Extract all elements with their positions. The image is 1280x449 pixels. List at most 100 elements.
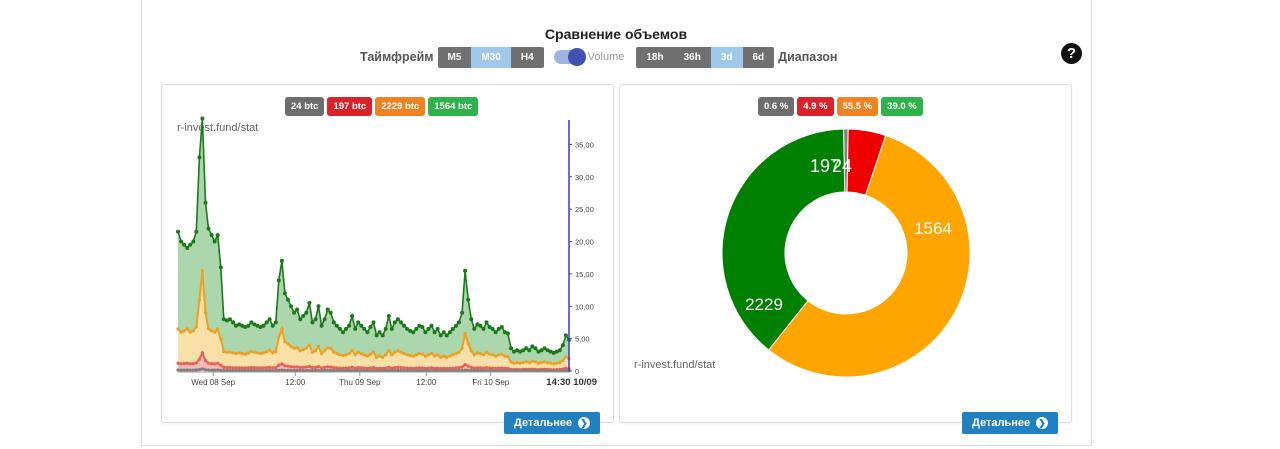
data-point	[359, 369, 363, 373]
y-tick-label: 20,00	[575, 238, 594, 247]
data-point	[316, 368, 321, 372]
watermark: r-invest.fund/stat	[177, 122, 259, 134]
range-6d-button[interactable]: 6d	[742, 46, 775, 68]
badge-red: 197 btc	[327, 97, 373, 116]
data-point	[182, 362, 186, 366]
data-point	[323, 349, 327, 353]
data-point	[509, 360, 513, 364]
data-point	[237, 322, 242, 327]
volume-toggle[interactable]	[553, 48, 586, 66]
data-point	[249, 350, 253, 354]
data-point	[347, 351, 351, 356]
x-tick-label: 12:00	[416, 378, 437, 387]
x-tick-label: Wed 08 Sep	[191, 378, 235, 387]
data-point	[249, 366, 253, 370]
data-point	[200, 351, 204, 355]
question-circle-icon[interactable]: ?	[1061, 43, 1082, 64]
donut-chart: 197 2229 1564 24	[721, 128, 971, 378]
range-3d-button[interactable]: 3d	[710, 46, 743, 68]
data-point	[234, 351, 238, 356]
data-point	[243, 325, 248, 329]
data-point	[264, 320, 269, 325]
data-point	[341, 366, 345, 370]
details-button[interactable]: Детальнее ❯	[962, 412, 1059, 434]
data-point	[350, 365, 354, 369]
data-point	[481, 369, 486, 373]
y-tick-label: 10,00	[575, 302, 594, 311]
data-point	[381, 355, 385, 359]
data-point	[176, 229, 180, 234]
data-point	[231, 366, 235, 370]
data-point	[218, 265, 223, 270]
slice-label: 24	[832, 156, 852, 176]
data-point	[496, 326, 501, 331]
data-point	[353, 326, 358, 331]
data-point	[188, 362, 192, 366]
data-point	[301, 314, 306, 318]
data-point	[469, 349, 473, 353]
data-point	[395, 317, 400, 322]
data-point	[384, 353, 388, 357]
data-point	[506, 355, 510, 359]
data-point	[298, 368, 302, 373]
data-point	[451, 353, 455, 357]
data-point	[353, 353, 357, 357]
data-point	[374, 333, 379, 338]
data-point	[268, 365, 272, 369]
series-area-0	[178, 118, 569, 371]
data-point	[359, 323, 364, 328]
data-point	[329, 368, 333, 373]
data-point	[435, 326, 440, 331]
data-point	[451, 366, 455, 370]
data-point	[194, 325, 198, 329]
data-point	[221, 317, 226, 322]
data-point	[252, 366, 256, 370]
data-point	[347, 366, 351, 370]
data-point	[307, 364, 311, 369]
data-point	[216, 368, 220, 372]
data-point	[439, 355, 443, 359]
data-point	[338, 366, 342, 370]
data-point	[237, 369, 241, 373]
data-point	[286, 364, 290, 368]
details-button[interactable]: Детальнее ❯	[504, 412, 601, 434]
range-36h-button[interactable]: 36h	[673, 46, 711, 68]
data-point	[368, 369, 372, 373]
data-point	[432, 330, 437, 335]
data-point	[335, 351, 339, 356]
volume-label: Volume	[587, 51, 625, 63]
data-point	[457, 366, 461, 370]
data-point	[210, 362, 214, 366]
data-point	[313, 317, 318, 322]
data-point	[478, 369, 482, 373]
timeframe-h4-button[interactable]: H4	[510, 46, 544, 68]
data-point	[344, 353, 348, 357]
range-18h-button[interactable]: 18h	[636, 46, 674, 68]
data-point	[295, 368, 299, 373]
data-point	[210, 368, 214, 372]
page-title: Сравнение объемов	[544, 26, 688, 42]
data-point	[563, 333, 568, 338]
timeframe-m30-button[interactable]: M30	[471, 46, 511, 68]
data-point	[188, 330, 192, 334]
data-point	[213, 362, 217, 366]
data-point	[338, 369, 342, 373]
data-point	[457, 369, 461, 373]
data-point	[463, 268, 468, 273]
current-time-label: 14:30 10/09	[546, 377, 597, 388]
data-point	[325, 307, 330, 312]
data-point	[481, 366, 486, 370]
data-point	[344, 326, 348, 331]
data-point	[387, 365, 391, 369]
data-point	[328, 310, 333, 315]
data-point	[353, 369, 357, 373]
data-point	[557, 348, 562, 353]
data-point	[450, 326, 455, 331]
data-point	[310, 366, 314, 370]
timeframe-m5-button[interactable]: M5	[437, 46, 472, 68]
data-point	[194, 361, 198, 365]
data-point	[203, 311, 208, 315]
data-point	[497, 369, 501, 373]
data-point	[439, 366, 443, 371]
data-point	[255, 366, 259, 370]
